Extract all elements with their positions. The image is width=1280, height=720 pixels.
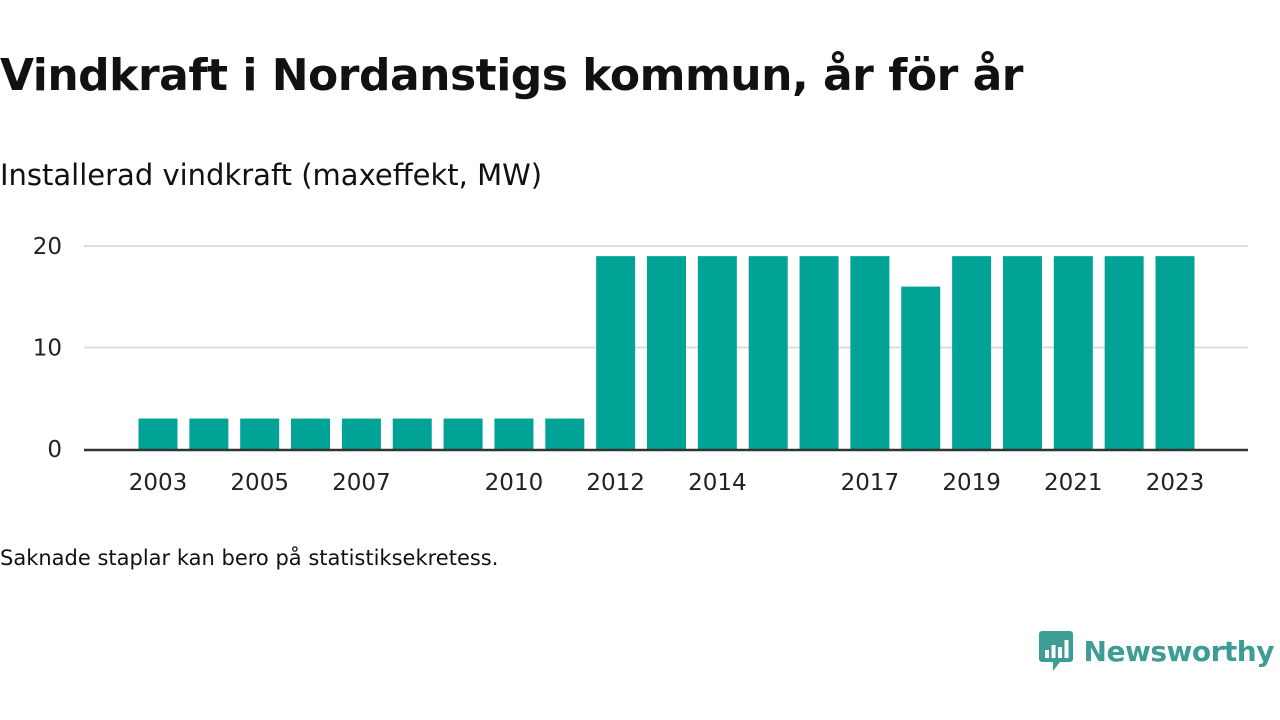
bar-2011 — [545, 418, 585, 449]
bar-2010 — [494, 418, 534, 449]
bar-2020 — [1002, 256, 1042, 449]
x-axis-ticks: 2003 2005 2007 2010 2012 2014 2017 2019 2021 2023 — [129, 470, 1205, 496]
y-tick-label: 0 — [47, 437, 62, 463]
x-tick-label: 2023 — [1146, 470, 1205, 496]
bar-2008 — [392, 418, 432, 449]
y-axis-ticks: 0 10 20 — [33, 234, 62, 463]
x-tick-label: 2019 — [942, 470, 1001, 496]
bar-2013 — [647, 256, 686, 449]
bar-2007 — [341, 418, 381, 449]
bar-2015 — [748, 256, 788, 449]
bar-2003 — [138, 418, 178, 449]
x-tick-label: 2012 — [586, 470, 645, 496]
bar-2019 — [952, 256, 992, 449]
bar-2006 — [291, 418, 331, 449]
x-tick-label: 2021 — [1044, 470, 1103, 496]
x-tick-label: 2014 — [688, 470, 747, 496]
bar-2023 — [1155, 256, 1195, 449]
x-tick-label: 2010 — [485, 470, 544, 496]
chart-subtitle: Installerad vindkraft (maxeffekt, MW) — [0, 158, 543, 192]
bar-2016 — [799, 256, 839, 449]
brand-logo: Newsworthy — [1038, 628, 1275, 674]
x-tick-label: 2017 — [841, 470, 900, 496]
y-tick-label: 10 — [33, 336, 62, 362]
bar-2005 — [240, 418, 280, 449]
y-tick-label: 20 — [33, 234, 62, 260]
bar-2012 — [596, 256, 636, 449]
chart-title: Vindkraft i Nordanstigs kommun, år för å… — [0, 50, 1023, 101]
bar-2009 — [443, 418, 483, 449]
x-tick-label: 2003 — [129, 470, 188, 496]
bars — [138, 256, 1195, 449]
bar-2004 — [189, 418, 229, 449]
bar-2018 — [901, 286, 941, 449]
newsworthy-logo-icon — [1038, 631, 1073, 671]
bar-2022 — [1104, 256, 1144, 449]
bar-2017 — [850, 256, 890, 449]
brand-name: Newsworthy — [1083, 634, 1275, 668]
x-tick-label: 2007 — [332, 470, 391, 496]
bar-2014 — [697, 256, 737, 449]
bar-2021 — [1053, 256, 1093, 449]
footnote: Saknade staplar kan bero på statistiksek… — [0, 546, 499, 570]
x-tick-label: 2005 — [230, 470, 289, 496]
